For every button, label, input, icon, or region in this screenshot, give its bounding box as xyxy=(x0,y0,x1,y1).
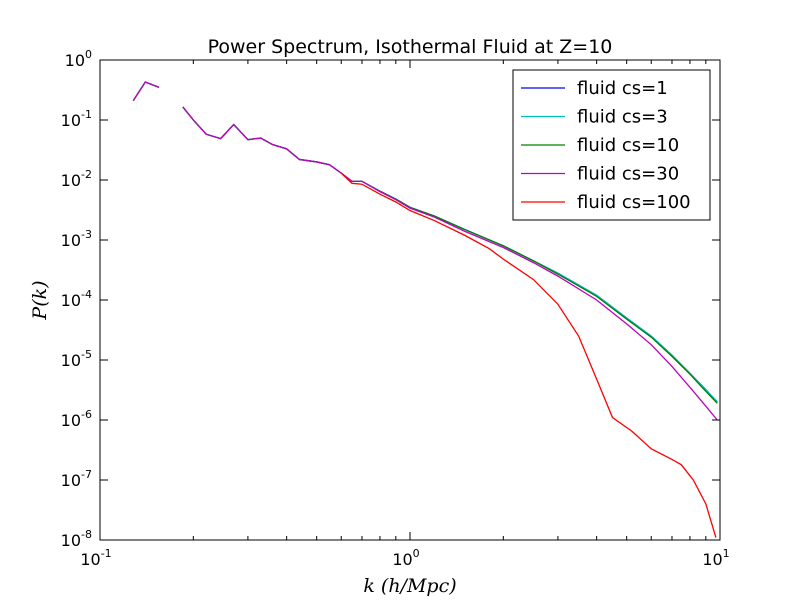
series-line-1-segment-1 xyxy=(132,81,160,102)
y-tick-label-8: 10-7 xyxy=(61,468,92,490)
ticks-layer: 10-1 100 101 100 10-1 10-2 10-3 10-4 10-5 10-6 10-… xyxy=(61,48,730,569)
series-line-4-segment-1 xyxy=(132,81,160,102)
legend-label-4: fluid cs=30 xyxy=(577,164,679,185)
y-tick-label-1: 100 xyxy=(65,48,92,70)
legend-label-3: fluid cs=10 xyxy=(577,135,679,156)
legend: fluid cs=1 fluid cs=3 fluid cs=10 fluid cs=… xyxy=(512,69,711,221)
y-axis-label: P(k) xyxy=(29,280,51,320)
x-axis-label: k (h/Mpc) xyxy=(363,575,456,597)
chart-title: Power Spectrum, Isothermal Fluid at Z=10 xyxy=(208,36,613,58)
y-tick-label-2: 10-1 xyxy=(61,108,92,130)
y-tick-label-7: 10-6 xyxy=(61,408,92,430)
series-line-2-segment-1 xyxy=(132,81,160,102)
x-tick-label-1: 10-1 xyxy=(80,547,111,569)
series-line-3-segment-1 xyxy=(132,81,160,102)
y-tick-label-4: 10-3 xyxy=(61,228,92,250)
x-tick-label-3: 101 xyxy=(702,547,729,569)
legend-label-2: fluid cs=3 xyxy=(577,107,668,128)
legend-label-1: fluid cs=1 xyxy=(577,78,668,99)
series-line-4-segment-2 xyxy=(182,106,718,421)
x-tick-label-2: 100 xyxy=(392,547,419,569)
series-layer xyxy=(132,81,718,538)
y-tick-label-6: 10-5 xyxy=(61,348,92,370)
legend-label-5: fluid cs=100 xyxy=(577,192,691,213)
y-tick-label-3: 10-2 xyxy=(61,168,92,190)
y-tick-label-9: 10-8 xyxy=(61,528,92,550)
series-line-5-segment-1 xyxy=(340,172,717,538)
y-tick-label-5: 10-4 xyxy=(61,288,92,310)
